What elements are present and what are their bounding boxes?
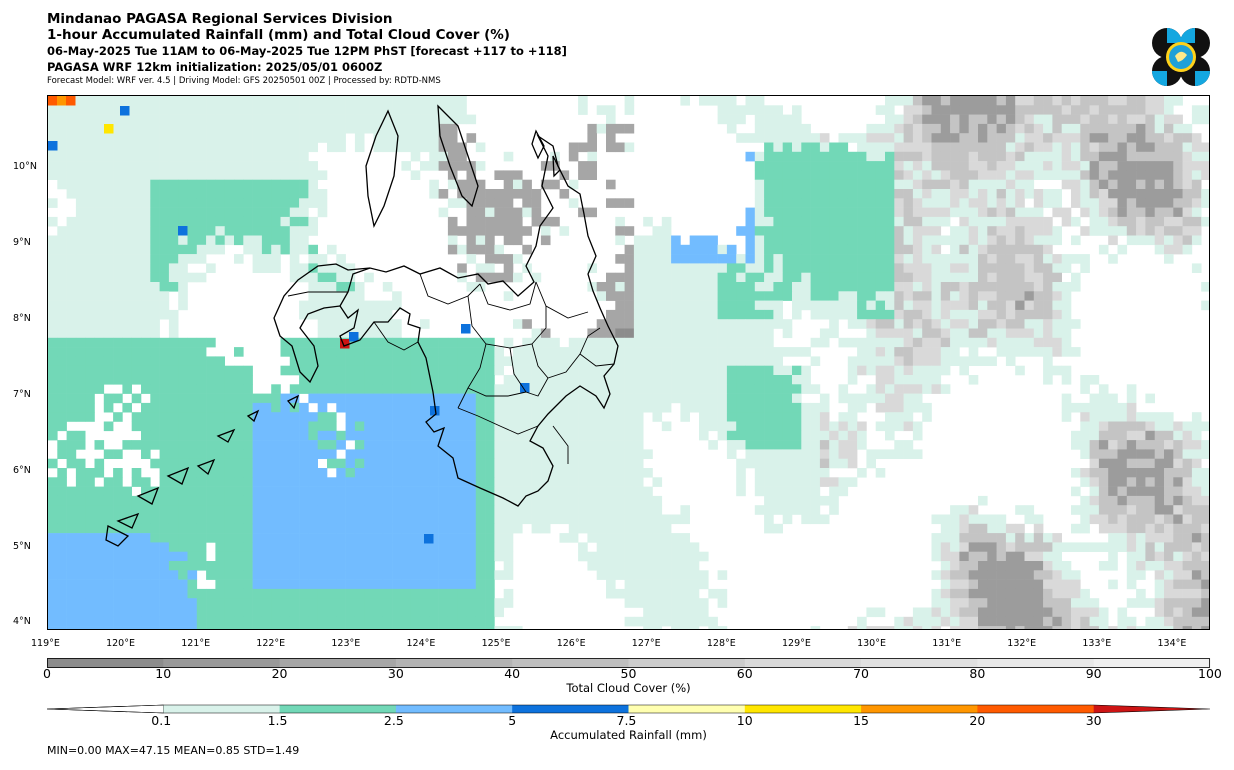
rainfall-cloud-map xyxy=(47,95,1210,630)
cloud-cover-tick: 100 xyxy=(1198,666,1222,681)
cloud-cover-swatch xyxy=(1093,658,1211,668)
rainfall-swatch xyxy=(279,705,397,713)
cloud-cover-swatch xyxy=(395,658,513,668)
lat-tick-label: 10°N xyxy=(13,161,37,172)
lon-tick-label: 126°E xyxy=(556,638,586,649)
lat-tick-label: 8°N xyxy=(13,312,31,324)
cloud-cover-tick: 0 xyxy=(43,666,51,681)
rainfall-over-extension xyxy=(1093,705,1210,713)
map-title: Mindanao PAGASA Regional Services Divisi… xyxy=(47,11,393,27)
weather-grid-cells xyxy=(48,96,1209,629)
rainfall-swatch xyxy=(628,705,746,713)
rainfall-tick: 30 xyxy=(1085,713,1102,728)
model-initialization: PAGASA WRF 12km initialization: 2025/05/… xyxy=(47,60,383,74)
rainfall-tick: 15 xyxy=(853,713,869,728)
rainfall-tick: 20 xyxy=(969,713,986,728)
cloud-cover-swatch xyxy=(47,658,164,668)
cloud-cover-tick: 90 xyxy=(1085,666,1102,681)
model-info: Forecast Model: WRF ver. 4.5 | Driving M… xyxy=(47,76,441,86)
rainfall-tick: 2.5 xyxy=(383,713,404,728)
cloud-cover-tick: 30 xyxy=(387,666,404,681)
lon-tick-label: 123°E xyxy=(331,638,361,649)
cloud-cover-tick: 80 xyxy=(969,666,986,681)
lat-tick-label: 5°N xyxy=(13,540,31,552)
sulu-islands xyxy=(105,394,300,547)
rainfall-swatch xyxy=(163,705,281,713)
rainfall-tick: 7.5 xyxy=(616,713,637,728)
rainfall-swatch xyxy=(744,705,862,713)
lat-tick-label: 7°N xyxy=(13,388,31,400)
mindanao-coastline xyxy=(339,134,619,507)
lon-tick-label: 129°E xyxy=(782,638,811,649)
cloud-cover-swatch xyxy=(744,658,862,668)
statistics-summary: MIN=0.00 MAX=47.15 MEAN=0.85 STD=1.49 xyxy=(47,744,300,757)
map-canvas xyxy=(48,96,1209,629)
rainfall-label: Accumulated Rainfall (mm) xyxy=(550,728,707,742)
siargao-dinagat xyxy=(531,129,561,178)
lon-tick-label: 119°E xyxy=(31,638,60,649)
cloud-cover-swatch xyxy=(279,658,397,668)
lat-tick-label: 4°N xyxy=(13,616,31,628)
rainfall-tick: 10 xyxy=(736,713,753,728)
lon-tick-label: 122°E xyxy=(256,638,286,649)
cloud-cover-colorbar xyxy=(47,658,1211,668)
rainfall-swatch xyxy=(977,705,1095,713)
lon-tick-label: 133°E xyxy=(1082,638,1112,649)
cloud-cover-tick: 60 xyxy=(736,666,753,681)
cloud-cover-tick: 20 xyxy=(271,666,288,681)
cloud-cover-swatch xyxy=(628,658,746,668)
rainfall-tick: 0.1 xyxy=(151,713,172,728)
rainfall-swatch xyxy=(395,705,513,713)
map-subtitle: 1-hour Accumulated Rainfall (mm) and Tot… xyxy=(47,27,510,43)
coastlines xyxy=(105,104,619,547)
lat-tick-label: 9°N xyxy=(13,236,31,248)
cloud-cover-swatch xyxy=(861,658,978,668)
lon-tick-label: 125°E xyxy=(481,638,511,649)
rainfall-tick: 1.5 xyxy=(267,713,288,728)
rainfall-colorbar xyxy=(47,704,1211,714)
lon-tick-label: 120°E xyxy=(106,638,135,649)
rainfall-tick: 5 xyxy=(508,713,517,728)
cloud-cover-tick: 10 xyxy=(155,666,172,681)
cloud-cover-swatch xyxy=(977,658,1095,668)
valid-time: 06-May-2025 Tue 11AM to 06-May-2025 Tue … xyxy=(47,44,567,58)
rainfall-under-extension xyxy=(47,704,164,714)
cloud-cover-tick: 50 xyxy=(620,666,637,681)
rainfall-swatch xyxy=(512,705,629,713)
rainfall-swatch xyxy=(861,705,978,713)
lon-tick-label: 130°E xyxy=(857,638,886,649)
lon-tick-label: 124°E xyxy=(406,638,436,649)
cloud-cover-tick: 70 xyxy=(853,666,869,681)
lon-tick-label: 132°E xyxy=(1007,638,1037,649)
cloud-cover-tick: 40 xyxy=(504,666,521,681)
lon-tick-label: 134°E xyxy=(1157,638,1187,649)
lon-tick-label: 127°E xyxy=(631,638,661,649)
cloud-cover-label: Total Cloud Cover (%) xyxy=(566,681,691,695)
province-boundaries xyxy=(287,273,615,464)
samar-leyte-coastline xyxy=(365,104,479,228)
pagasa-logo-icon xyxy=(1152,28,1210,86)
lat-tick-label: 6°N xyxy=(13,464,31,476)
lon-tick-label: 128°E xyxy=(706,638,736,649)
lon-tick-label: 131°E xyxy=(932,638,962,649)
cloud-cover-swatch xyxy=(512,658,629,668)
zamboanga-peninsula-coastline xyxy=(273,263,371,384)
lon-tick-label: 121°E xyxy=(181,638,211,649)
cloud-cover-swatch xyxy=(163,658,281,668)
